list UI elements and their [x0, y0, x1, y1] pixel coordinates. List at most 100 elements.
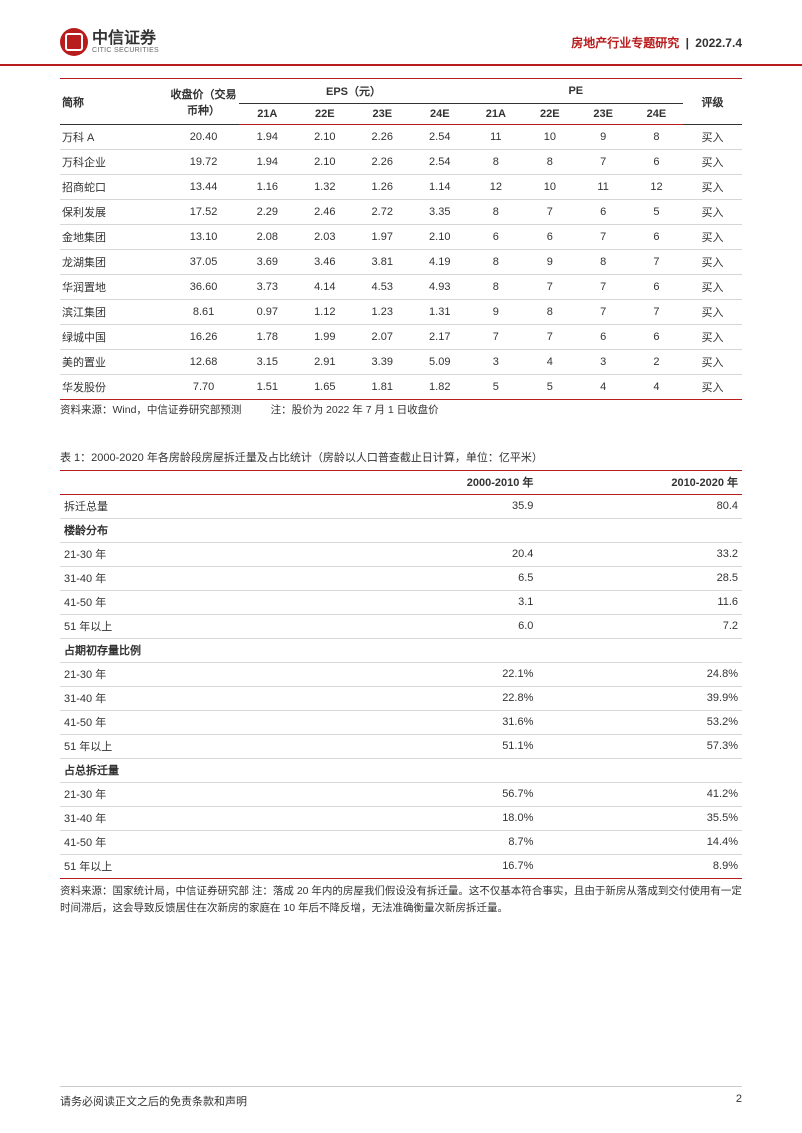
cell: 22.1% — [333, 662, 538, 686]
cell: 6 — [630, 325, 683, 350]
t2-col-period1: 2000-2010 年 — [333, 470, 538, 494]
cell: 2.54 — [411, 125, 468, 150]
cell: 56.7% — [333, 782, 538, 806]
cell: 3.1 — [333, 590, 538, 614]
cell: 3.69 — [239, 250, 296, 275]
cell: 33.2 — [537, 542, 742, 566]
table-row: 51 年以上16.7%8.9% — [60, 854, 742, 878]
table-row: 31-40 年18.0%35.5% — [60, 806, 742, 830]
cell: 4.93 — [411, 275, 468, 300]
cell: 6 — [630, 150, 683, 175]
cell: 1.16 — [239, 175, 296, 200]
section-row: 占期初存量比例 — [60, 638, 742, 662]
cell: 5 — [468, 375, 523, 400]
cell: 10 — [523, 175, 576, 200]
cell: 5 — [630, 200, 683, 225]
cell: 买入 — [683, 175, 742, 200]
row-label: 51 年以上 — [60, 614, 333, 638]
separator: | — [686, 36, 689, 50]
cell: 2.03 — [296, 225, 353, 250]
cell: 3.81 — [354, 250, 411, 275]
cell: 买入 — [683, 250, 742, 275]
table-row: 万科 A20.401.942.102.262.54111098买入 — [60, 125, 742, 150]
cell: 龙湖集团 — [60, 250, 169, 275]
cell: 4.53 — [354, 275, 411, 300]
cell: 1.78 — [239, 325, 296, 350]
col-price: 收盘价（交易币种） — [169, 79, 239, 125]
table-row: 招商蛇口13.441.161.321.261.1412101112买入 — [60, 175, 742, 200]
table-row: 21-30 年22.1%24.8% — [60, 662, 742, 686]
cell: 8 — [468, 150, 523, 175]
cell: 8.9% — [537, 854, 742, 878]
section-label: 占期初存量比例 — [60, 638, 742, 662]
cell: 17.52 — [169, 200, 239, 225]
cell: 9 — [576, 125, 629, 150]
col-name: 简称 — [60, 79, 169, 125]
row-label: 拆迁总量 — [60, 494, 333, 518]
cell: 买入 — [683, 225, 742, 250]
cell: 35.5% — [537, 806, 742, 830]
cell: 28.5 — [537, 566, 742, 590]
cell: 4.14 — [296, 275, 353, 300]
logo: 中信证券 CITIC SECURITIES — [60, 28, 159, 56]
logo-icon — [60, 28, 88, 56]
section-label: 占总拆迁量 — [60, 758, 742, 782]
cell: 8 — [523, 150, 576, 175]
cell: 6 — [576, 325, 629, 350]
cell: 6.5 — [333, 566, 538, 590]
cell: 8 — [468, 250, 523, 275]
cell: 16.7% — [333, 854, 538, 878]
cell: 1.26 — [354, 175, 411, 200]
cell: 3 — [576, 350, 629, 375]
cell: 2.08 — [239, 225, 296, 250]
cell: 8 — [468, 200, 523, 225]
cell: 6 — [630, 275, 683, 300]
cell: 买入 — [683, 325, 742, 350]
row-label: 21-30 年 — [60, 782, 333, 806]
company-valuation-table: 简称 收盘价（交易币种） EPS（元） PE 评级 21A 22E 23E 24… — [60, 78, 742, 400]
table1-note: 注：股价为 2022 年 7 月 1 日收盘价 — [271, 404, 439, 416]
cell: 滨江集团 — [60, 300, 169, 325]
cell: 8.61 — [169, 300, 239, 325]
cell: 57.3% — [537, 734, 742, 758]
table-row: 41-50 年8.7%14.4% — [60, 830, 742, 854]
t2-col-blank — [60, 470, 333, 494]
cell: 1.94 — [239, 150, 296, 175]
cell: 2.26 — [354, 150, 411, 175]
cell: 22.8% — [333, 686, 538, 710]
cell: 华润置地 — [60, 275, 169, 300]
cell: 41.2% — [537, 782, 742, 806]
row-label: 41-50 年 — [60, 590, 333, 614]
cell: 12.68 — [169, 350, 239, 375]
cell: 4.19 — [411, 250, 468, 275]
cell: 1.23 — [354, 300, 411, 325]
table-row: 华发股份7.701.511.651.811.825544买入 — [60, 375, 742, 400]
row-label: 51 年以上 — [60, 854, 333, 878]
cell: 11.6 — [537, 590, 742, 614]
table-row: 21-30 年56.7%41.2% — [60, 782, 742, 806]
cell: 12 — [630, 175, 683, 200]
table2-title: 表 1：2000-2020 年各房龄段房屋拆迁量及占比统计（房龄以人口普查截止日… — [60, 449, 742, 465]
cell: 20.4 — [333, 542, 538, 566]
table1-source: 资料来源：Wind，中信证券研究部预测 注：股价为 2022 年 7 月 1 日… — [60, 403, 742, 419]
cell: 2.54 — [411, 150, 468, 175]
demolition-stats-table: 2000-2010 年 2010-2020 年 拆迁总量35.980.4楼龄分布… — [60, 470, 742, 879]
cell: 3 — [468, 350, 523, 375]
table-row: 31-40 年22.8%39.9% — [60, 686, 742, 710]
table-row: 拆迁总量35.980.4 — [60, 494, 742, 518]
cell: 8 — [576, 250, 629, 275]
cell: 3.35 — [411, 200, 468, 225]
cell: 美的置业 — [60, 350, 169, 375]
cell: 1.31 — [411, 300, 468, 325]
cell: 保利发展 — [60, 200, 169, 225]
cell: 买入 — [683, 350, 742, 375]
cell: 1.12 — [296, 300, 353, 325]
cell: 16.26 — [169, 325, 239, 350]
cell: 2.91 — [296, 350, 353, 375]
report-date: 2022.7.4 — [695, 36, 742, 50]
cell: 51.1% — [333, 734, 538, 758]
cell: 2 — [630, 350, 683, 375]
col-eps-21a: 21A — [239, 104, 296, 125]
cell: 买入 — [683, 375, 742, 400]
logo-text-en: CITIC SECURITIES — [92, 47, 159, 54]
